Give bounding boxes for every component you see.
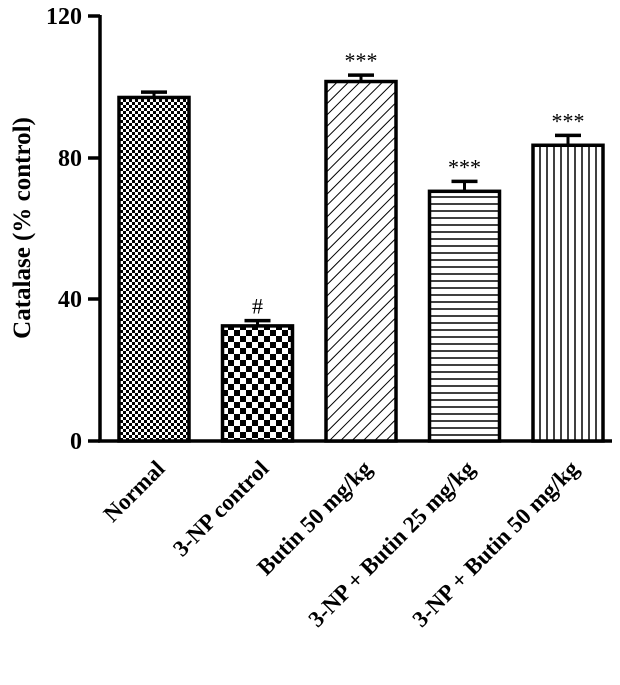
bar xyxy=(117,95,191,443)
x-category-label: 3-NP + Butin 50 mg/kg xyxy=(407,456,583,632)
y-tick-label: 120 xyxy=(46,4,82,30)
x-category-label: 3-NP control xyxy=(168,456,273,561)
y-axis-label: Catalase (% control) xyxy=(9,117,36,339)
significance-annotation: *** xyxy=(448,154,481,179)
x-category-label: Normal xyxy=(99,456,170,527)
significance-annotation: *** xyxy=(345,48,378,73)
bar-group: # *** *** *** xyxy=(117,48,605,443)
significance-annotation: # xyxy=(252,294,263,319)
bar xyxy=(220,324,295,443)
y-tick-label: 0 xyxy=(70,429,82,455)
x-category-label: 3-NP + Butin 25 mg/kg xyxy=(303,456,479,632)
bar xyxy=(324,79,398,443)
y-tick-label: 40 xyxy=(58,287,82,313)
significance-annotation: *** xyxy=(552,108,585,133)
y-tick-label: 80 xyxy=(58,146,82,172)
bar xyxy=(531,143,605,443)
bar xyxy=(427,189,502,443)
